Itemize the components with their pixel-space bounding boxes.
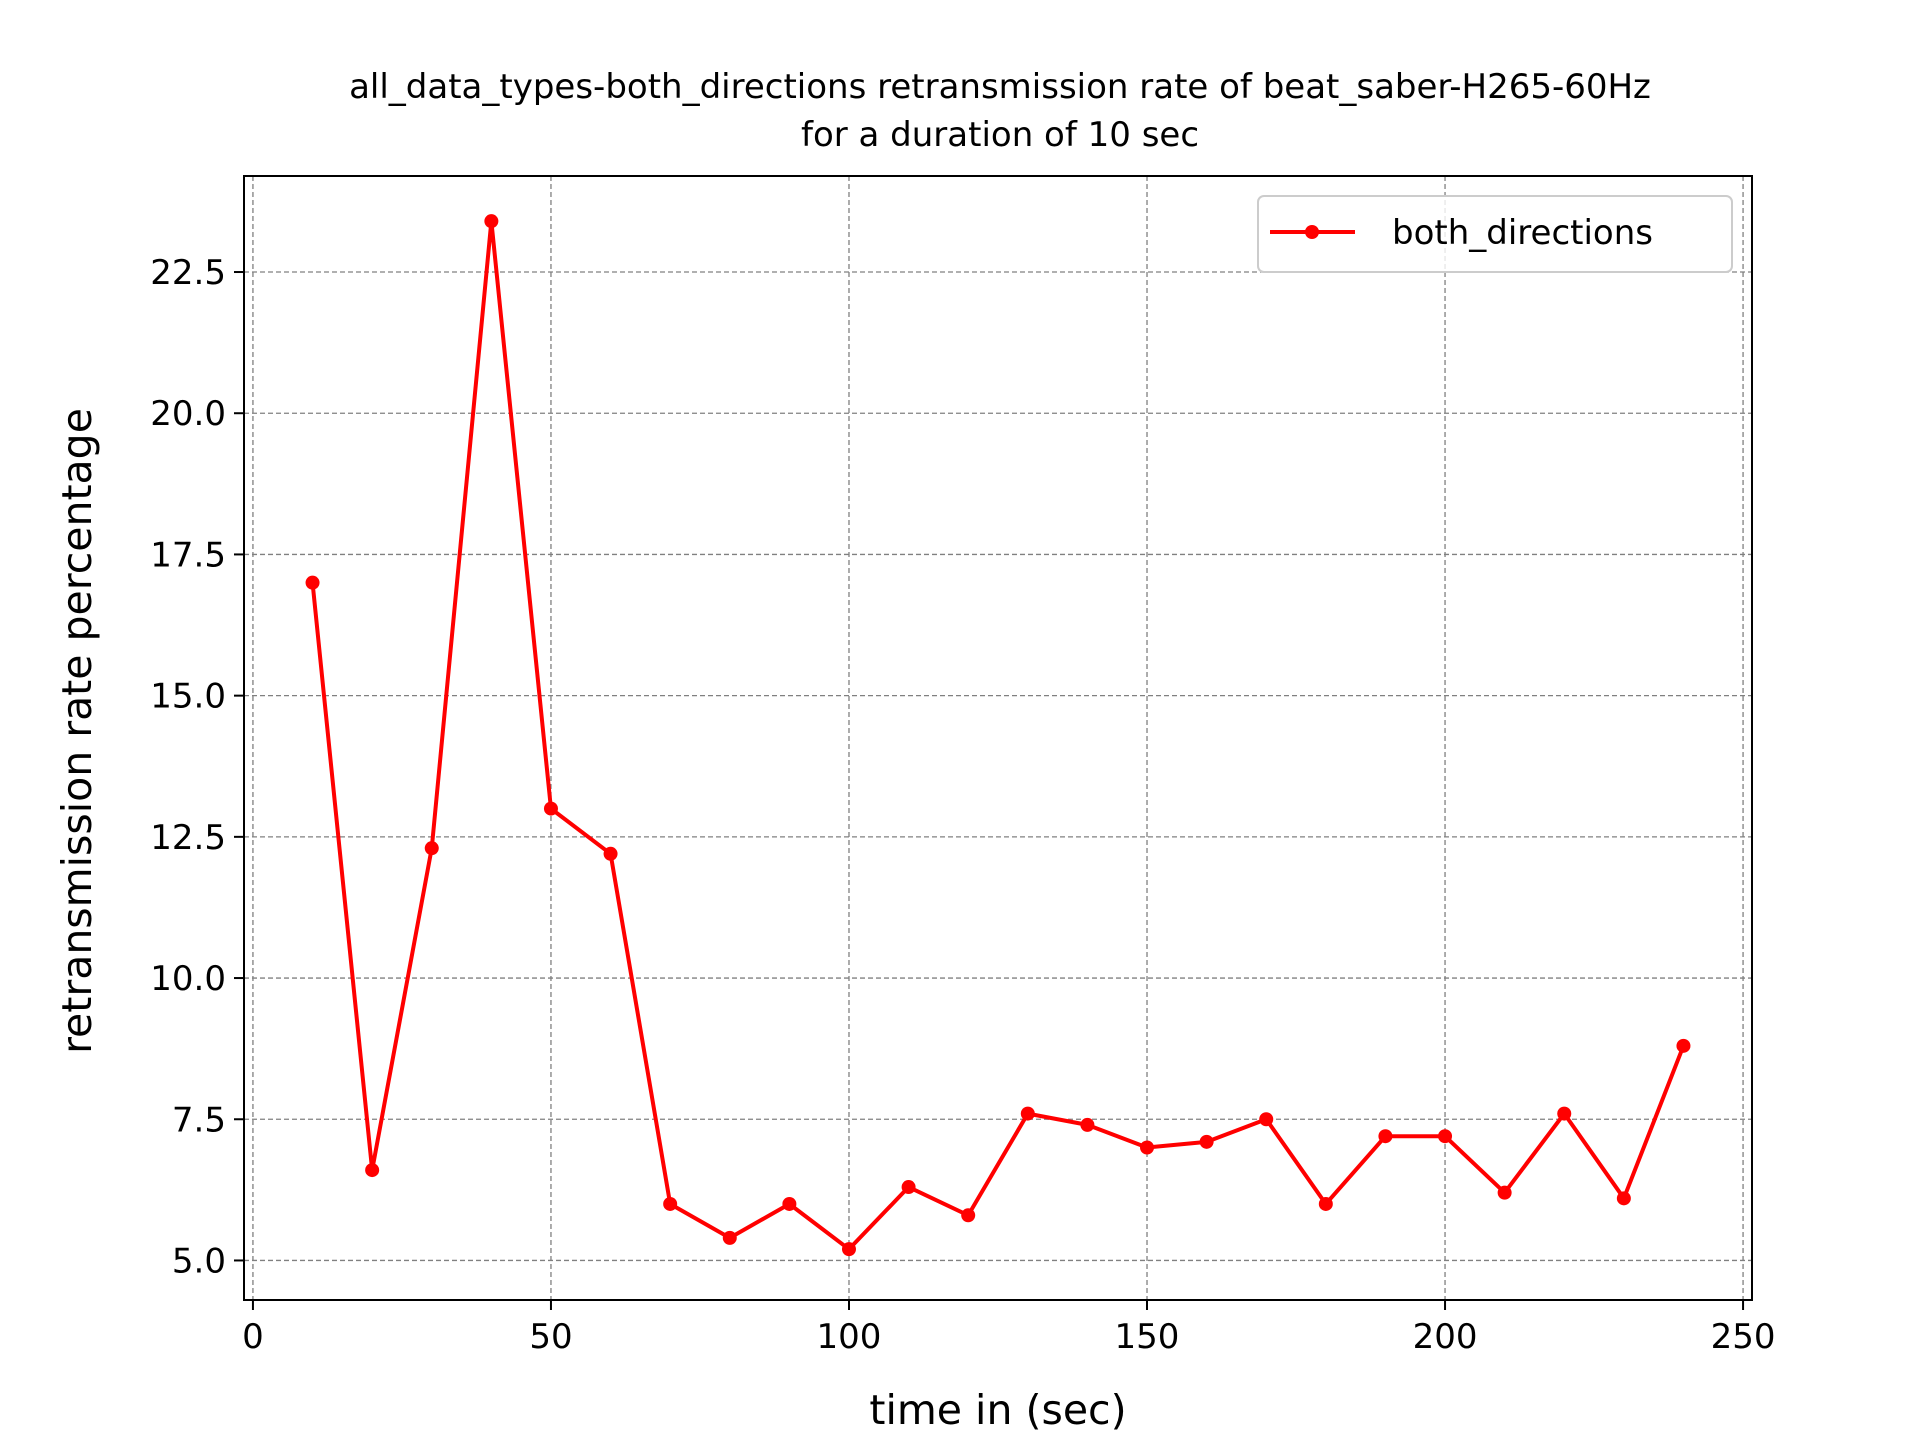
- data-point: [305, 575, 320, 590]
- legend: both_directions: [1257, 195, 1733, 273]
- y-tick-label: 15.0: [150, 677, 226, 717]
- y-tick-label: 10.0: [150, 959, 226, 999]
- y-tick-label: 20.0: [150, 394, 226, 434]
- data-point: [424, 841, 439, 856]
- data-point: [841, 1242, 856, 1257]
- x-tick-label: 250: [1711, 1317, 1776, 1357]
- data-point: [1378, 1129, 1393, 1144]
- x-axis-label: time in (sec): [869, 1386, 1126, 1434]
- data-point: [1080, 1117, 1095, 1132]
- data-point: [1676, 1038, 1691, 1053]
- data-point: [1318, 1196, 1333, 1211]
- data-point: [484, 214, 499, 229]
- y-axis-label: retransmission rate percentage: [53, 408, 101, 1054]
- data-point: [543, 801, 558, 816]
- legend-box: [1257, 195, 1733, 273]
- data-point: [722, 1230, 737, 1245]
- axis-ticks: [234, 271, 1745, 1310]
- data-point: [365, 1163, 380, 1178]
- legend-entry-both-directions: both_directions: [1392, 213, 1653, 253]
- data-point: [1438, 1129, 1453, 1144]
- grid: [244, 176, 1752, 1300]
- data-point: [782, 1196, 797, 1211]
- data-point: [1259, 1112, 1274, 1127]
- x-tick-label: 150: [1115, 1317, 1180, 1357]
- data-point: [1557, 1106, 1572, 1121]
- y-tick-label: 22.5: [150, 253, 226, 293]
- axis-tick-labels: 0 50 100 150 200 250 5.0 7.5 10.0 12.5 15.0 17.5 20.…: [150, 253, 1775, 1357]
- y-tick-label: 12.5: [150, 818, 226, 858]
- data-point: [1199, 1134, 1214, 1149]
- chart-title-line-1: all_data_types-both_directions retransmi…: [349, 67, 1651, 107]
- data-point: [663, 1196, 678, 1211]
- chart-title-line-2: for a duration of 10 sec: [801, 115, 1199, 155]
- plot-frame: [243, 175, 1753, 1301]
- y-tick-label: 5.0: [172, 1241, 226, 1281]
- series-layer: [305, 214, 1691, 1257]
- legend-marker-swatch: [1305, 225, 1319, 239]
- x-tick-label: 0: [242, 1317, 264, 1357]
- x-tick-label: 50: [529, 1317, 572, 1357]
- x-tick-label: 100: [817, 1317, 882, 1357]
- chart-title: all_data_types-both_directions retransmi…: [349, 67, 1651, 155]
- data-point: [1140, 1140, 1155, 1155]
- data-point: [1616, 1191, 1631, 1206]
- x-tick-label: 200: [1413, 1317, 1478, 1357]
- data-point: [1020, 1106, 1035, 1121]
- data-point: [901, 1180, 916, 1195]
- data-point: [1497, 1185, 1512, 1200]
- data-point: [961, 1208, 976, 1223]
- y-tick-label: 7.5: [172, 1100, 226, 1140]
- series-line: [310, 219, 1686, 1252]
- data-point: [603, 846, 618, 861]
- y-tick-label: 17.5: [150, 535, 226, 575]
